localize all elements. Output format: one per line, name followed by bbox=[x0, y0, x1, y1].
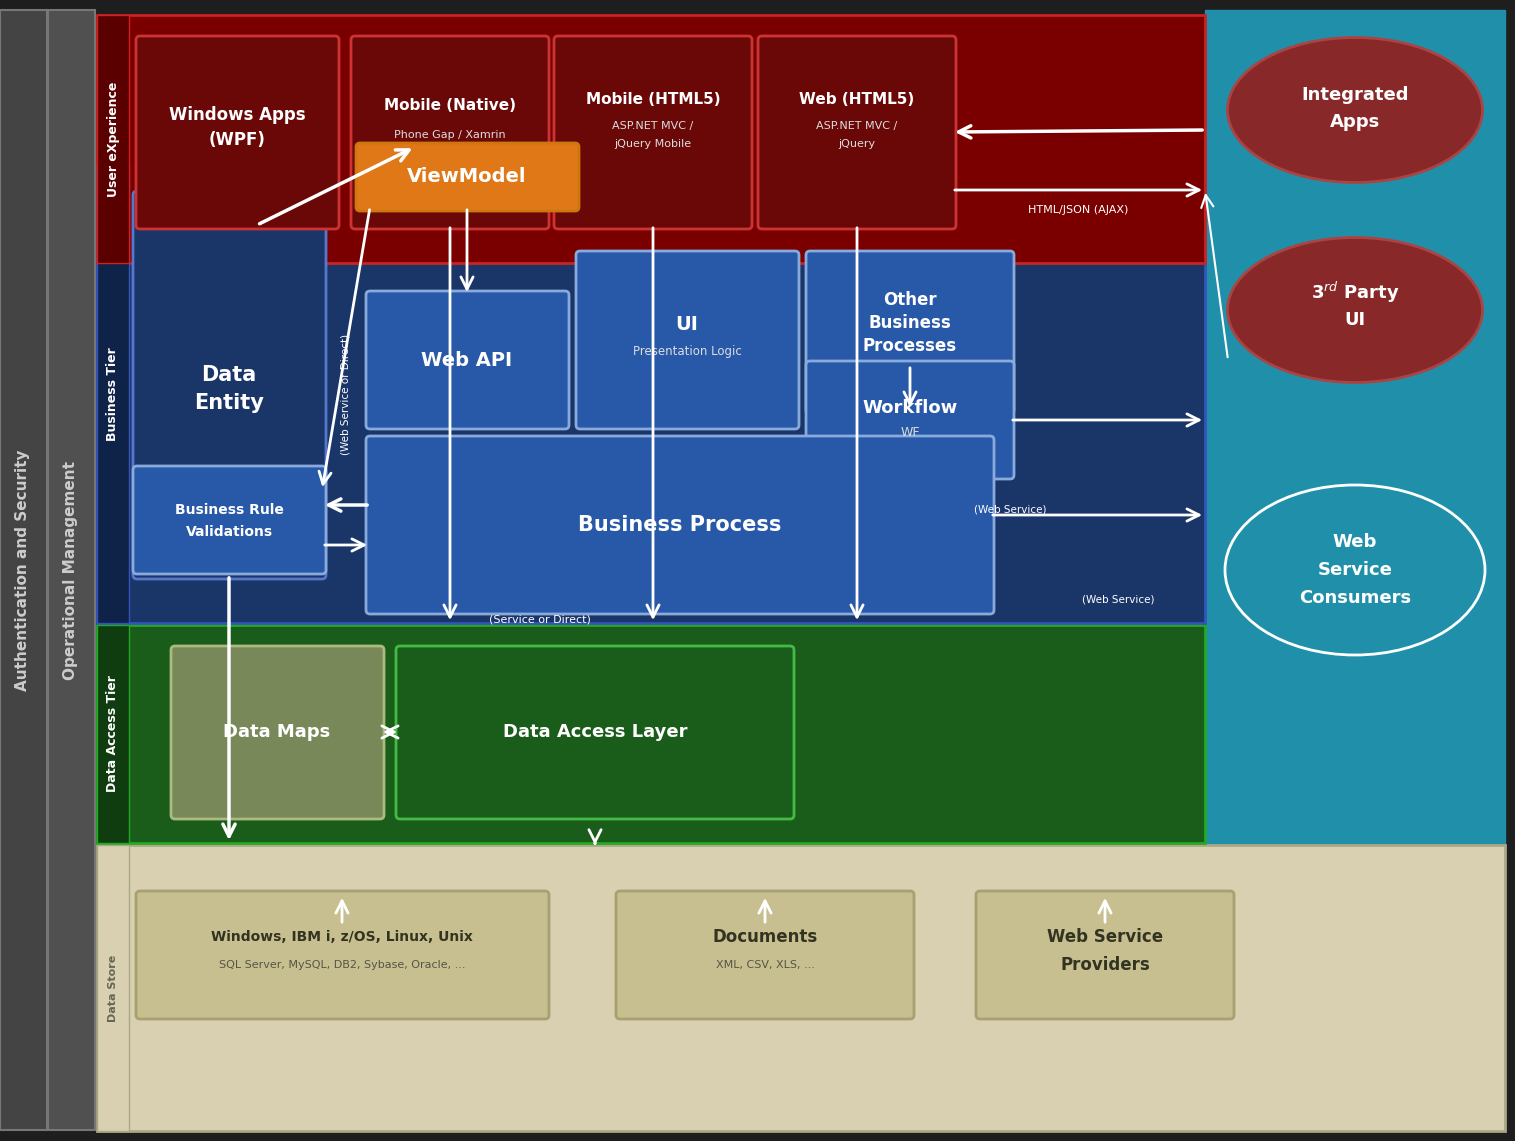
FancyBboxPatch shape bbox=[351, 37, 548, 229]
FancyBboxPatch shape bbox=[576, 251, 798, 429]
Text: Business Tier: Business Tier bbox=[106, 347, 120, 440]
Bar bbox=[1204, 10, 1504, 845]
FancyBboxPatch shape bbox=[136, 891, 548, 1019]
FancyBboxPatch shape bbox=[367, 291, 570, 429]
Text: Operational Management: Operational Management bbox=[64, 461, 79, 680]
Ellipse shape bbox=[1227, 38, 1483, 183]
Text: User eXperience: User eXperience bbox=[106, 81, 120, 196]
Text: Web (HTML5): Web (HTML5) bbox=[800, 92, 915, 107]
FancyBboxPatch shape bbox=[356, 143, 579, 211]
Text: Workflow: Workflow bbox=[862, 399, 957, 416]
Text: (WPF): (WPF) bbox=[209, 131, 265, 149]
Text: SQL Server, MySQL, DB2, Sybase, Oracle, ...: SQL Server, MySQL, DB2, Sybase, Oracle, … bbox=[218, 960, 465, 970]
Text: (Service or Direct): (Service or Direct) bbox=[489, 615, 591, 625]
FancyBboxPatch shape bbox=[758, 37, 956, 229]
Text: Business: Business bbox=[868, 314, 951, 332]
Bar bbox=[97, 15, 1204, 262]
Text: Business Rule: Business Rule bbox=[174, 503, 283, 517]
Text: Authentication and Security: Authentication and Security bbox=[15, 450, 30, 690]
Text: WF: WF bbox=[900, 426, 920, 438]
Text: Validations: Validations bbox=[185, 525, 273, 539]
FancyBboxPatch shape bbox=[806, 251, 1014, 414]
Bar bbox=[97, 625, 1204, 843]
Text: UI: UI bbox=[1344, 311, 1365, 329]
Bar bbox=[97, 15, 129, 262]
Bar bbox=[97, 625, 129, 843]
Text: Presentation Logic: Presentation Logic bbox=[633, 346, 741, 358]
Text: Integrated: Integrated bbox=[1301, 86, 1409, 104]
Ellipse shape bbox=[1226, 485, 1485, 655]
Bar bbox=[0, 10, 47, 1130]
Text: Web API: Web API bbox=[421, 350, 512, 370]
Text: XML, CSV, XLS, ...: XML, CSV, XLS, ... bbox=[715, 960, 815, 970]
FancyBboxPatch shape bbox=[617, 891, 914, 1019]
Text: ViewModel: ViewModel bbox=[408, 168, 527, 186]
Text: Web: Web bbox=[1333, 533, 1377, 551]
Text: ASP.NET MVC /: ASP.NET MVC / bbox=[612, 121, 694, 131]
Text: Data Maps: Data Maps bbox=[223, 723, 330, 741]
FancyBboxPatch shape bbox=[367, 436, 994, 614]
FancyBboxPatch shape bbox=[806, 361, 1014, 479]
Text: Providers: Providers bbox=[1060, 956, 1150, 974]
Text: Phone Gap / Xamrin: Phone Gap / Xamrin bbox=[394, 130, 506, 140]
Text: ASP.NET MVC /: ASP.NET MVC / bbox=[817, 121, 897, 131]
Bar bbox=[97, 165, 129, 623]
Text: Data: Data bbox=[201, 365, 256, 385]
Text: Data Store: Data Store bbox=[108, 954, 118, 1021]
Text: Consumers: Consumers bbox=[1298, 589, 1410, 607]
Text: Mobile (Native): Mobile (Native) bbox=[383, 97, 517, 113]
FancyBboxPatch shape bbox=[976, 891, 1235, 1019]
Text: jQuery Mobile: jQuery Mobile bbox=[615, 139, 691, 149]
Text: Web Service: Web Service bbox=[1047, 928, 1164, 946]
Text: Windows, IBM i, z/OS, Linux, Unix: Windows, IBM i, z/OS, Linux, Unix bbox=[211, 930, 473, 944]
Ellipse shape bbox=[1227, 237, 1483, 382]
FancyBboxPatch shape bbox=[554, 37, 751, 229]
FancyBboxPatch shape bbox=[171, 646, 383, 819]
Bar bbox=[48, 10, 95, 1130]
Text: Mobile (HTML5): Mobile (HTML5) bbox=[586, 92, 720, 107]
Text: Data Access Tier: Data Access Tier bbox=[106, 675, 120, 793]
Text: HTML/JSON (AJAX): HTML/JSON (AJAX) bbox=[1027, 205, 1129, 215]
Text: Business Process: Business Process bbox=[579, 515, 782, 535]
FancyBboxPatch shape bbox=[133, 466, 326, 574]
Text: (Web Service): (Web Service) bbox=[1083, 594, 1154, 605]
Bar bbox=[97, 845, 1504, 1131]
Text: (Web Service or Direct): (Web Service or Direct) bbox=[339, 333, 350, 454]
Text: Service: Service bbox=[1318, 561, 1392, 578]
Text: (Web Service): (Web Service) bbox=[974, 505, 1047, 515]
Text: jQuery: jQuery bbox=[838, 139, 876, 149]
Text: UI: UI bbox=[676, 316, 698, 334]
Bar bbox=[97, 845, 129, 1131]
Text: Entity: Entity bbox=[194, 393, 264, 413]
Text: Other: Other bbox=[883, 291, 936, 309]
Text: Windows Apps: Windows Apps bbox=[168, 106, 306, 124]
FancyBboxPatch shape bbox=[136, 37, 339, 229]
Text: Documents: Documents bbox=[712, 928, 818, 946]
FancyBboxPatch shape bbox=[395, 646, 794, 819]
Bar bbox=[97, 165, 1204, 623]
Text: 3$^{rd}$ Party: 3$^{rd}$ Party bbox=[1310, 280, 1400, 305]
Text: Data Access Layer: Data Access Layer bbox=[503, 723, 688, 741]
Text: Processes: Processes bbox=[864, 337, 957, 355]
FancyBboxPatch shape bbox=[133, 191, 326, 578]
Text: Apps: Apps bbox=[1330, 113, 1380, 131]
